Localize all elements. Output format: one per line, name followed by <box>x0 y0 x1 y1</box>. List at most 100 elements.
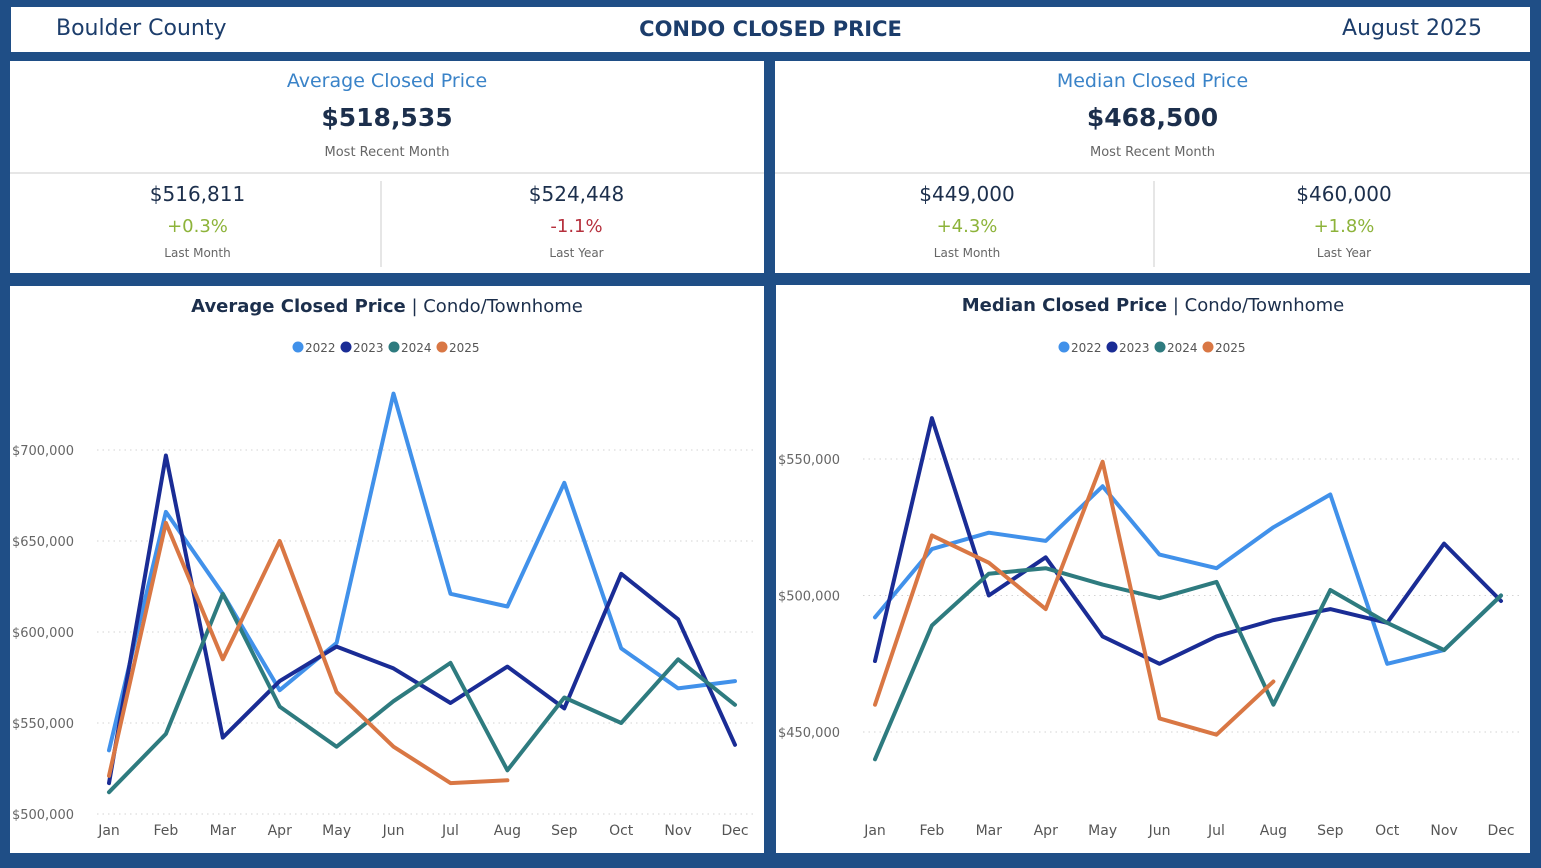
kpi-title: Average Closed Price <box>286 70 488 92</box>
county-name: Boulder County <box>56 16 227 41</box>
median-price-line-chart: Median Closed Price | Condo/Townhome 2022… <box>778 295 1521 839</box>
kpi-last-year-value: $460,000 <box>1296 182 1392 206</box>
x-tick-label: Aug <box>494 823 521 839</box>
report-date: August 2025 <box>1342 16 1482 41</box>
legend-label: 2024 <box>1167 341 1198 355</box>
kpi-last-year-label: Last Year <box>1316 246 1372 260</box>
x-tick-label: Mar <box>976 823 1003 839</box>
legend-swatch <box>1058 341 1070 353</box>
legend-swatch <box>340 341 352 353</box>
x-tick-label: Jan <box>97 823 120 839</box>
header-bar: Boulder County CONDO CLOSED PRICE August… <box>11 7 1530 52</box>
legend-item-2023[interactable]: 2023 <box>1106 341 1150 355</box>
kpi-divider <box>10 172 764 174</box>
median-price-chart-panel: Median Closed Price | Condo/Townhome 2022… <box>776 285 1530 853</box>
legend-item-2024[interactable]: 2024 <box>1154 341 1198 355</box>
y-tick-label: $550,000 <box>12 717 74 732</box>
kpi-last-year-value: $524,448 <box>528 182 625 206</box>
kpi-column-divider <box>1153 181 1155 267</box>
x-tick-label: Nov <box>664 823 691 839</box>
kpi-last-year: $460,000 +1.8% Last Year <box>1155 182 1533 260</box>
kpi-last-month-change: +0.3% <box>167 216 228 237</box>
y-tick-label: $550,000 <box>778 453 840 468</box>
legend-item-2023[interactable]: 2023 <box>340 341 384 355</box>
legend-item-2024[interactable]: 2024 <box>388 341 432 355</box>
series-line-2022[interactable] <box>107 391 737 753</box>
x-tick-label: Apr <box>1034 823 1058 839</box>
x-tick-label: Apr <box>268 823 292 839</box>
kpi-last-month-label: Last Month <box>933 246 1001 260</box>
x-tick-label: May <box>1088 823 1117 839</box>
kpi-last-year-change: -1.1% <box>550 216 603 237</box>
chart-title: Average Closed Price | Condo/Townhome <box>191 296 583 317</box>
x-tick-label: Dec <box>721 823 748 839</box>
series-line-2024[interactable] <box>873 566 1503 762</box>
x-tick-label: Oct <box>609 823 634 839</box>
kpi-main-value: $468,500 <box>1086 103 1219 132</box>
y-tick-label: $450,000 <box>778 726 840 741</box>
legend-swatch <box>292 341 304 353</box>
kpi-last-month-label: Last Month <box>164 246 231 260</box>
y-tick-label: $500,000 <box>12 808 74 823</box>
kpi-last-year-label: Last Year <box>549 246 604 260</box>
kpi-title: Median Closed Price <box>1056 70 1249 92</box>
kpi-last-month-change: +4.3% <box>936 216 998 237</box>
kpi-main-value: $518,535 <box>321 103 453 132</box>
kpi-last-month-value: $449,000 <box>919 182 1015 206</box>
legend-item-2025[interactable]: 2025 <box>436 341 480 355</box>
chart-title: Median Closed Price | Condo/Townhome <box>962 295 1344 316</box>
kpi-divider <box>775 172 1530 174</box>
legend-label: 2022 <box>305 341 336 355</box>
series-line-2023[interactable] <box>873 416 1503 666</box>
y-tick-label: $500,000 <box>778 590 840 605</box>
x-tick-label: Sep <box>551 823 578 839</box>
legend-swatch <box>1106 341 1118 353</box>
y-tick-label: $600,000 <box>12 626 74 641</box>
series-line-2023[interactable] <box>107 453 737 786</box>
kpi-last-month: $516,811 +0.3% Last Month <box>10 182 385 260</box>
series-line-2025[interactable] <box>873 459 1276 737</box>
kpi-last-month: $449,000 +4.3% Last Month <box>775 182 1159 260</box>
legend-swatch <box>388 341 400 353</box>
average-price-kpi-card: Average Closed Price $518,535 Most Recen… <box>10 61 764 273</box>
y-tick-label: $700,000 <box>12 444 74 459</box>
kpi-last-year: $524,448 -1.1% Last Year <box>389 182 764 260</box>
median-price-kpi-card: Median Closed Price $468,500 Most Recent… <box>775 61 1530 273</box>
average-price-chart-panel: Average Closed Price | Condo/Townhome 202… <box>10 286 764 853</box>
page-title: CONDO CLOSED PRICE <box>639 17 902 41</box>
legend-item-2022[interactable]: 2022 <box>1058 341 1102 355</box>
y-tick-label: $650,000 <box>12 535 74 550</box>
kpi-last-month-value: $516,811 <box>149 182 246 206</box>
x-tick-label: Feb <box>154 823 179 839</box>
kpi-column-divider <box>380 181 382 267</box>
legend-item-2022[interactable]: 2022 <box>292 341 336 355</box>
legend-label: 2024 <box>401 341 432 355</box>
x-tick-label: Aug <box>1260 823 1287 839</box>
x-tick-label: Sep <box>1317 823 1344 839</box>
x-tick-label: Jul <box>1207 823 1225 839</box>
x-tick-label: Oct <box>1375 823 1400 839</box>
x-tick-label: Jan <box>863 823 886 839</box>
x-tick-label: Feb <box>920 823 945 839</box>
average-price-line-chart: Average Closed Price | Condo/Townhome 202… <box>12 296 755 839</box>
legend-label: 2025 <box>1215 341 1246 355</box>
x-tick-label: Nov <box>1430 823 1457 839</box>
kpi-subtitle: Most Recent Month <box>324 145 450 160</box>
legend-swatch <box>436 341 448 353</box>
legend-swatch <box>1154 341 1166 353</box>
x-tick-label: Jul <box>441 823 459 839</box>
kpi-subtitle: Most Recent Month <box>1090 145 1215 160</box>
x-tick-label: Jun <box>1148 823 1171 839</box>
legend-label: 2023 <box>353 341 384 355</box>
legend-label: 2025 <box>449 341 480 355</box>
x-tick-label: Jun <box>382 823 405 839</box>
series-line-2025[interactable] <box>107 520 510 786</box>
x-tick-label: Dec <box>1487 823 1514 839</box>
kpi-last-year-change: +1.8% <box>1313 216 1375 237</box>
legend-swatch <box>1202 341 1214 353</box>
legend-item-2025[interactable]: 2025 <box>1202 341 1246 355</box>
legend-label: 2023 <box>1119 341 1150 355</box>
x-tick-label: May <box>322 823 351 839</box>
series-line-2022[interactable] <box>873 484 1503 666</box>
series-line-2024[interactable] <box>107 591 737 795</box>
